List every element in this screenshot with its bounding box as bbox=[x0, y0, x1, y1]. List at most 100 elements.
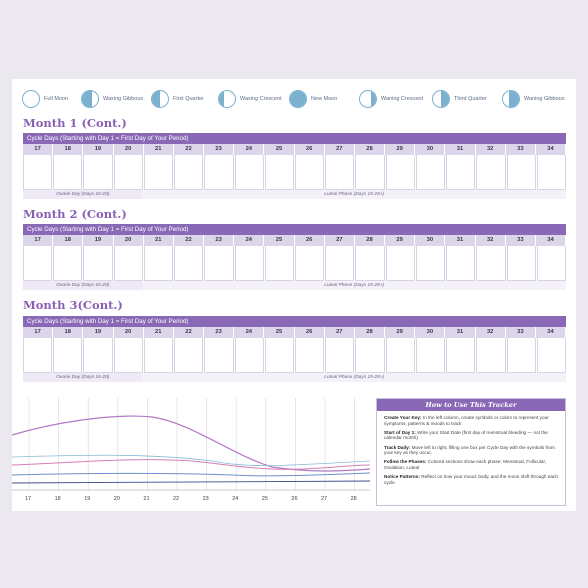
graph-x-tick-label: 26 bbox=[291, 496, 298, 502]
tracking-box[interactable] bbox=[446, 155, 476, 190]
tracking-box[interactable] bbox=[113, 246, 143, 281]
how-to-item-text: Write your Start Date (first day of mens… bbox=[384, 429, 548, 441]
tracking-box[interactable] bbox=[23, 338, 53, 373]
tracking-box[interactable] bbox=[264, 155, 294, 190]
tracking-box[interactable] bbox=[234, 155, 264, 190]
hormone-graph: 17 18 19 20 21 22 23 24 25 26 27 28 bbox=[12, 395, 370, 511]
tracking-box[interactable] bbox=[476, 246, 506, 281]
tracking-box[interactable] bbox=[234, 246, 264, 281]
waning-gibbous-icon bbox=[502, 90, 520, 108]
purple-curve bbox=[12, 415, 370, 472]
moon-phase-item: Waxing Crescent bbox=[218, 89, 282, 109]
how-to-item-lead: Follow the Phases: bbox=[384, 459, 427, 465]
waxing-gibbous-icon bbox=[81, 90, 99, 108]
tracking-box[interactable] bbox=[294, 155, 325, 190]
tracking-box[interactable] bbox=[446, 246, 476, 281]
day-number: 28 bbox=[355, 144, 386, 155]
pink-curve bbox=[12, 459, 370, 470]
graph-x-tick-label: 27 bbox=[321, 496, 328, 502]
moon-phase-label: First Quarter bbox=[173, 96, 204, 102]
tracking-box[interactable] bbox=[355, 338, 385, 373]
moon-phase-item: New Moon bbox=[289, 89, 337, 109]
tracking-box[interactable] bbox=[536, 338, 566, 373]
tracking-box[interactable] bbox=[355, 246, 385, 281]
day-number: 22 bbox=[174, 144, 205, 155]
moon-phase-legend: Full Moon Waxing Gibbous First Quarter Waxi… bbox=[22, 89, 568, 109]
tracking-box[interactable] bbox=[294, 246, 325, 281]
tracking-box[interactable] bbox=[415, 155, 446, 190]
day-number: 20 bbox=[114, 327, 144, 338]
tracking-box[interactable] bbox=[385, 246, 415, 281]
moon-phase-label: Waning Crescent bbox=[381, 96, 423, 102]
tracking-box[interactable] bbox=[174, 338, 204, 373]
tracking-box[interactable] bbox=[83, 338, 113, 373]
how-to-item-text: Move left to right, filling one box per … bbox=[384, 444, 555, 456]
tracking-box[interactable] bbox=[476, 338, 506, 373]
tracking-box[interactable] bbox=[204, 338, 234, 373]
tracking-box[interactable] bbox=[325, 246, 355, 281]
how-to-item-lead: Track Daily: bbox=[384, 444, 411, 450]
day-number: 29 bbox=[385, 327, 416, 338]
tracking-box[interactable] bbox=[23, 246, 53, 281]
phase-row: Ovarie Day (Days 16-20) Luteal Phase (Day… bbox=[23, 281, 566, 290]
day-number: 32 bbox=[476, 327, 506, 338]
day-number: 21 bbox=[144, 144, 174, 155]
tracking-box[interactable] bbox=[325, 155, 355, 190]
day-number: 29 bbox=[385, 144, 416, 155]
tracking-box[interactable] bbox=[325, 338, 355, 373]
tracking-box[interactable] bbox=[385, 338, 415, 373]
tracking-box[interactable] bbox=[446, 338, 476, 373]
tracking-box[interactable] bbox=[143, 155, 174, 190]
tracking-box[interactable] bbox=[83, 155, 113, 190]
tracking-box[interactable] bbox=[143, 338, 174, 373]
day-number: 20 bbox=[114, 144, 144, 155]
tracking-box[interactable] bbox=[506, 246, 536, 281]
tracking-box[interactable] bbox=[53, 246, 83, 281]
day-number: 27 bbox=[325, 327, 355, 338]
tracking-box[interactable] bbox=[415, 338, 446, 373]
tracking-box[interactable] bbox=[294, 338, 325, 373]
moon-phase-item: Waning Gibbous bbox=[502, 89, 564, 109]
tracking-box[interactable] bbox=[113, 338, 143, 373]
tracking-box[interactable] bbox=[476, 155, 506, 190]
new-moon-icon bbox=[289, 90, 307, 108]
tracking-box-row bbox=[23, 246, 566, 281]
cycle-days-header: Cycle Days (Starting with Day 1 = First … bbox=[23, 316, 566, 327]
day-number: 33 bbox=[506, 235, 536, 246]
tracking-box[interactable] bbox=[385, 155, 415, 190]
day-number: 20 bbox=[114, 235, 144, 246]
tracking-box[interactable] bbox=[264, 338, 294, 373]
tracking-box[interactable] bbox=[264, 246, 294, 281]
graph-x-tick-label: 23 bbox=[202, 496, 209, 502]
tracking-box[interactable] bbox=[506, 155, 536, 190]
tracking-box[interactable] bbox=[536, 155, 566, 190]
tracking-box[interactable] bbox=[113, 155, 143, 190]
moon-phase-item: Full Moon bbox=[22, 89, 68, 109]
ovulation-phase-label: Ovarie Day (Days 16-20) bbox=[23, 281, 143, 290]
day-number: 33 bbox=[506, 144, 536, 155]
tracking-box[interactable] bbox=[204, 155, 234, 190]
tracking-box[interactable] bbox=[143, 246, 174, 281]
tracking-box[interactable] bbox=[536, 246, 566, 281]
tracking-box[interactable] bbox=[204, 246, 234, 281]
tracking-box[interactable] bbox=[355, 155, 385, 190]
tracking-box[interactable] bbox=[174, 246, 204, 281]
moon-phase-label: Waxing Gibbous bbox=[103, 96, 144, 102]
tracking-box[interactable] bbox=[53, 338, 83, 373]
tracking-box[interactable] bbox=[174, 155, 204, 190]
day-number: 18 bbox=[53, 235, 84, 246]
tracking-box[interactable] bbox=[83, 246, 113, 281]
blue-curve bbox=[12, 472, 370, 477]
tracking-box[interactable] bbox=[53, 155, 83, 190]
moon-phase-label: Third Quarter bbox=[454, 96, 487, 102]
how-to-item-lead: Notice Patterns: bbox=[384, 474, 420, 480]
graph-x-tick-label: 24 bbox=[232, 496, 239, 502]
day-number: 19 bbox=[83, 327, 114, 338]
how-to-title: How to Use This Tracker bbox=[377, 399, 565, 411]
day-number: 32 bbox=[476, 235, 506, 246]
tracking-box[interactable] bbox=[506, 338, 536, 373]
tracking-box[interactable] bbox=[23, 155, 53, 190]
tracking-box[interactable] bbox=[234, 338, 264, 373]
how-to-box: How to Use This Tracker Create Your Key:… bbox=[376, 398, 566, 506]
tracking-box[interactable] bbox=[415, 246, 446, 281]
